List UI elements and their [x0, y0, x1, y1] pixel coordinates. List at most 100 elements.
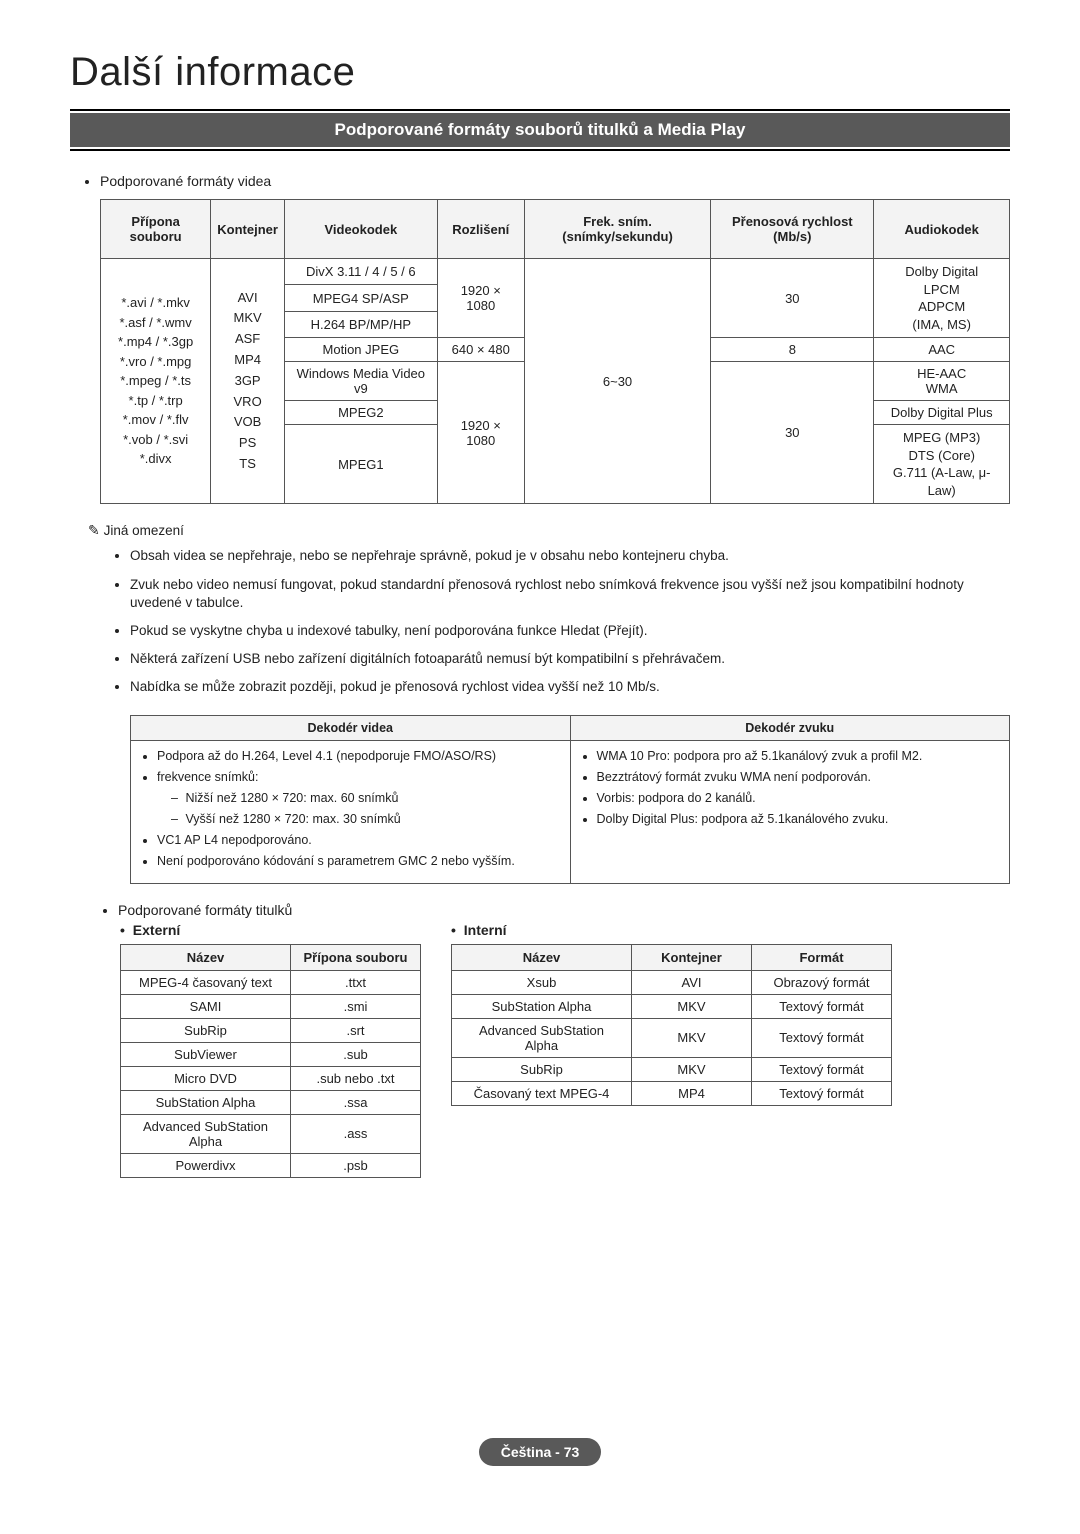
- ext-cell: .sub nebo .txt: [291, 1066, 421, 1090]
- th-audio: Audiokodek: [874, 200, 1010, 259]
- cell-audio-a: Dolby Digital LPCM ADPCM (IMA, MS): [874, 259, 1010, 338]
- cell-audio-b: AAC: [874, 338, 1010, 362]
- limit-item: Obsah videa se nepřehraje, nebo se nepře…: [130, 547, 1010, 565]
- int-cell: Xsub: [452, 970, 632, 994]
- da-item: Dolby Digital Plus: podpora až 5.1kanálo…: [597, 812, 998, 826]
- int-cell: MKV: [632, 994, 752, 1018]
- internal-col: Interní Název Kontejner Formát XsubAVIOb…: [451, 922, 892, 1106]
- int-cell: Textový formát: [752, 1018, 892, 1057]
- page-title: Další informace: [70, 50, 1010, 95]
- th-fps: Frek. sním. (snímky/sekundu): [524, 200, 710, 259]
- ext-cell: .smi: [291, 994, 421, 1018]
- limit-item: Zvuk nebo video nemusí fungovat, pokud s…: [130, 576, 1010, 612]
- int-cell: Textový formát: [752, 994, 892, 1018]
- cell-ext: *.avi / *.mkv *.asf / *.wmv *.mp4 / *.3g…: [101, 259, 211, 504]
- ext-cell: .psb: [291, 1153, 421, 1177]
- ext-cell: SAMI: [121, 994, 291, 1018]
- th-container: Kontejner: [211, 200, 285, 259]
- int-cell: SubRip: [452, 1057, 632, 1081]
- cell-decoder-audio: WMA 10 Pro: podpora pro až 5.1kanálový z…: [570, 740, 1010, 883]
- cell-br-b: 8: [711, 338, 874, 362]
- limit-item: Některá zařízení USB nebo zařízení digit…: [130, 650, 1010, 668]
- ext-cell: SubViewer: [121, 1042, 291, 1066]
- dv-item: Podpora až do H.264, Level 4.1 (nepodpor…: [157, 749, 558, 763]
- external-table: Název Přípona souboru MPEG-4 časovaný te…: [120, 944, 421, 1178]
- cell-audio-e: MPEG (MP3) DTS (Core) G.711 (A-Law, μ-La…: [874, 425, 1010, 504]
- dv-sub: Vyšší než 1280 × 720: max. 30 snímků: [171, 812, 558, 826]
- ext-cell: .ttxt: [291, 970, 421, 994]
- ext-h1: Název: [121, 944, 291, 970]
- int-cell: Textový formát: [752, 1057, 892, 1081]
- video-heading-list: Podporované formáty videa: [100, 173, 1010, 189]
- cell-codec-1: DivX 3.11 / 4 / 5 / 6: [284, 259, 437, 285]
- int-cell: AVI: [632, 970, 752, 994]
- th-bitrate: Přenosová rychlost (Mb/s): [711, 200, 874, 259]
- cell-res-a: 1920 × 1080: [437, 259, 524, 338]
- limits-heading: Jiná omezení: [88, 522, 1010, 539]
- internal-table: Název Kontejner Formát XsubAVIObrazový f…: [451, 944, 892, 1106]
- int-h3: Formát: [752, 944, 892, 970]
- ext-cell: .srt: [291, 1018, 421, 1042]
- subtitles-heading-list: Podporované formáty titulků: [100, 902, 1010, 918]
- ext-cell: SubStation Alpha: [121, 1090, 291, 1114]
- external-col: Externí Název Přípona souboru MPEG-4 čas…: [120, 922, 421, 1178]
- external-title: Externí: [120, 922, 421, 938]
- section-banner: Podporované formáty souborů titulků a Me…: [70, 113, 1010, 147]
- th-decoder-video: Dekodér videa: [131, 715, 571, 740]
- cell-audio-d: Dolby Digital Plus: [874, 401, 1010, 425]
- ext-cell: .sub: [291, 1042, 421, 1066]
- th-res: Rozlišení: [437, 200, 524, 259]
- ext-cell: SubRip: [121, 1018, 291, 1042]
- th-decoder-audio: Dekodér zvuku: [570, 715, 1010, 740]
- dv-item: VC1 AP L4 nepodporováno.: [157, 833, 558, 847]
- cell-decoder-video: Podpora až do H.264, Level 4.1 (nepodpor…: [131, 740, 571, 883]
- int-cell: Obrazový formát: [752, 970, 892, 994]
- dv-item: frekvence snímků: Nižší než 1280 × 720: …: [157, 770, 558, 826]
- ext-cell: .ssa: [291, 1090, 421, 1114]
- th-codec: Videokodek: [284, 200, 437, 259]
- cell-codec-2: MPEG4 SP/ASP: [284, 285, 437, 311]
- cell-res-c: 1920 × 1080: [437, 362, 524, 504]
- int-cell: Časovaný text MPEG-4: [452, 1081, 632, 1105]
- cell-codec-3: H.264 BP/MP/HP: [284, 311, 437, 337]
- cell-br-c: 30: [711, 362, 874, 504]
- da-item: Bezztrátový formát zvuku WMA není podpor…: [597, 770, 998, 784]
- cell-codec-5: Windows Media Video v9: [284, 362, 437, 401]
- da-item: WMA 10 Pro: podpora pro až 5.1kanálový z…: [597, 749, 998, 763]
- cell-fps: 6~30: [524, 259, 710, 504]
- int-cell: MKV: [632, 1057, 752, 1081]
- internal-title: Interní: [451, 922, 892, 938]
- ext-cell: .ass: [291, 1114, 421, 1153]
- int-h1: Název: [452, 944, 632, 970]
- page-footer: Čeština - 73: [70, 1438, 1010, 1466]
- decoder-table: Dekodér videa Dekodér zvuku Podpora až d…: [130, 715, 1010, 884]
- dv-sub: Nižší než 1280 × 720: max. 60 snímků: [171, 791, 558, 805]
- limit-item: Pokud se vyskytne chyba u indexové tabul…: [130, 622, 1010, 640]
- cell-res-b: 640 × 480: [437, 338, 524, 362]
- video-formats-table: Přípona souboru Kontejner Videokodek Roz…: [100, 199, 1010, 504]
- cell-audio-c: HE-AAC WMA: [874, 362, 1010, 401]
- dv-item: Není podporováno kódování s parametrem G…: [157, 854, 558, 868]
- banner-wrap: Podporované formáty souborů titulků a Me…: [70, 109, 1010, 151]
- int-cell: Textový formát: [752, 1081, 892, 1105]
- ext-cell: Powerdivx: [121, 1153, 291, 1177]
- cell-container: AVI MKV ASF MP4 3GP VRO VOB PS TS: [211, 259, 285, 504]
- cell-codec-4: Motion JPEG: [284, 338, 437, 362]
- footer-badge: Čeština - 73: [479, 1438, 602, 1466]
- subtitles-heading: Podporované formáty titulků: [118, 902, 1010, 918]
- limit-item: Nabídka se může zobrazit později, pokud …: [130, 678, 1010, 696]
- ext-h2: Přípona souboru: [291, 944, 421, 970]
- cell-br-a: 30: [711, 259, 874, 338]
- cell-codec-7: MPEG1: [284, 425, 437, 504]
- int-cell: MKV: [632, 1018, 752, 1057]
- int-cell: MP4: [632, 1081, 752, 1105]
- da-item: Vorbis: podpora do 2 kanálů.: [597, 791, 998, 805]
- th-ext: Přípona souboru: [101, 200, 211, 259]
- int-h2: Kontejner: [632, 944, 752, 970]
- cell-codec-6: MPEG2: [284, 401, 437, 425]
- ext-cell: Advanced SubStation Alpha: [121, 1114, 291, 1153]
- video-heading: Podporované formáty videa: [100, 173, 1010, 189]
- ext-cell: MPEG-4 časovaný text: [121, 970, 291, 994]
- int-cell: SubStation Alpha: [452, 994, 632, 1018]
- int-cell: Advanced SubStation Alpha: [452, 1018, 632, 1057]
